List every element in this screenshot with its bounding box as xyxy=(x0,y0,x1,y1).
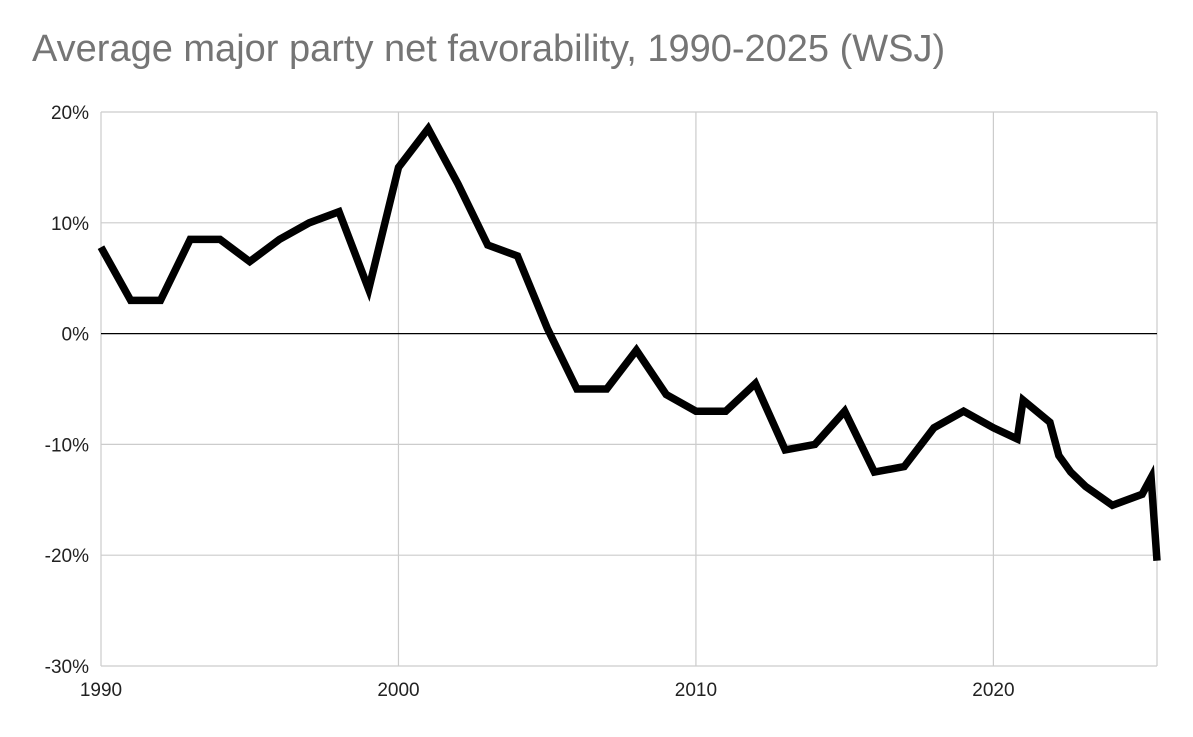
y-tick-label: 20% xyxy=(51,103,89,124)
y-tick-label: 10% xyxy=(51,214,89,235)
y-tick-label: -20% xyxy=(45,546,89,567)
y-axis-tick-labels: 20% 10% 0% -10% -20% -30% xyxy=(45,103,89,678)
series-layer xyxy=(97,121,1161,561)
y-tick-label: 0% xyxy=(62,325,90,346)
x-tick-label: 1990 xyxy=(80,680,122,701)
x-tick-label: 2020 xyxy=(972,680,1014,701)
x-axis-tick-labels: 1990 2000 2010 2020 xyxy=(80,680,1015,701)
chart-title: Average major party net favorability, 19… xyxy=(32,28,946,70)
series-line xyxy=(97,121,1161,561)
x-tick-label: 2000 xyxy=(377,680,419,701)
x-tick-label: 2010 xyxy=(675,680,717,701)
y-tick-label: -30% xyxy=(45,657,89,678)
y-tick-label: -10% xyxy=(45,435,89,456)
grid-lines xyxy=(100,111,1158,667)
